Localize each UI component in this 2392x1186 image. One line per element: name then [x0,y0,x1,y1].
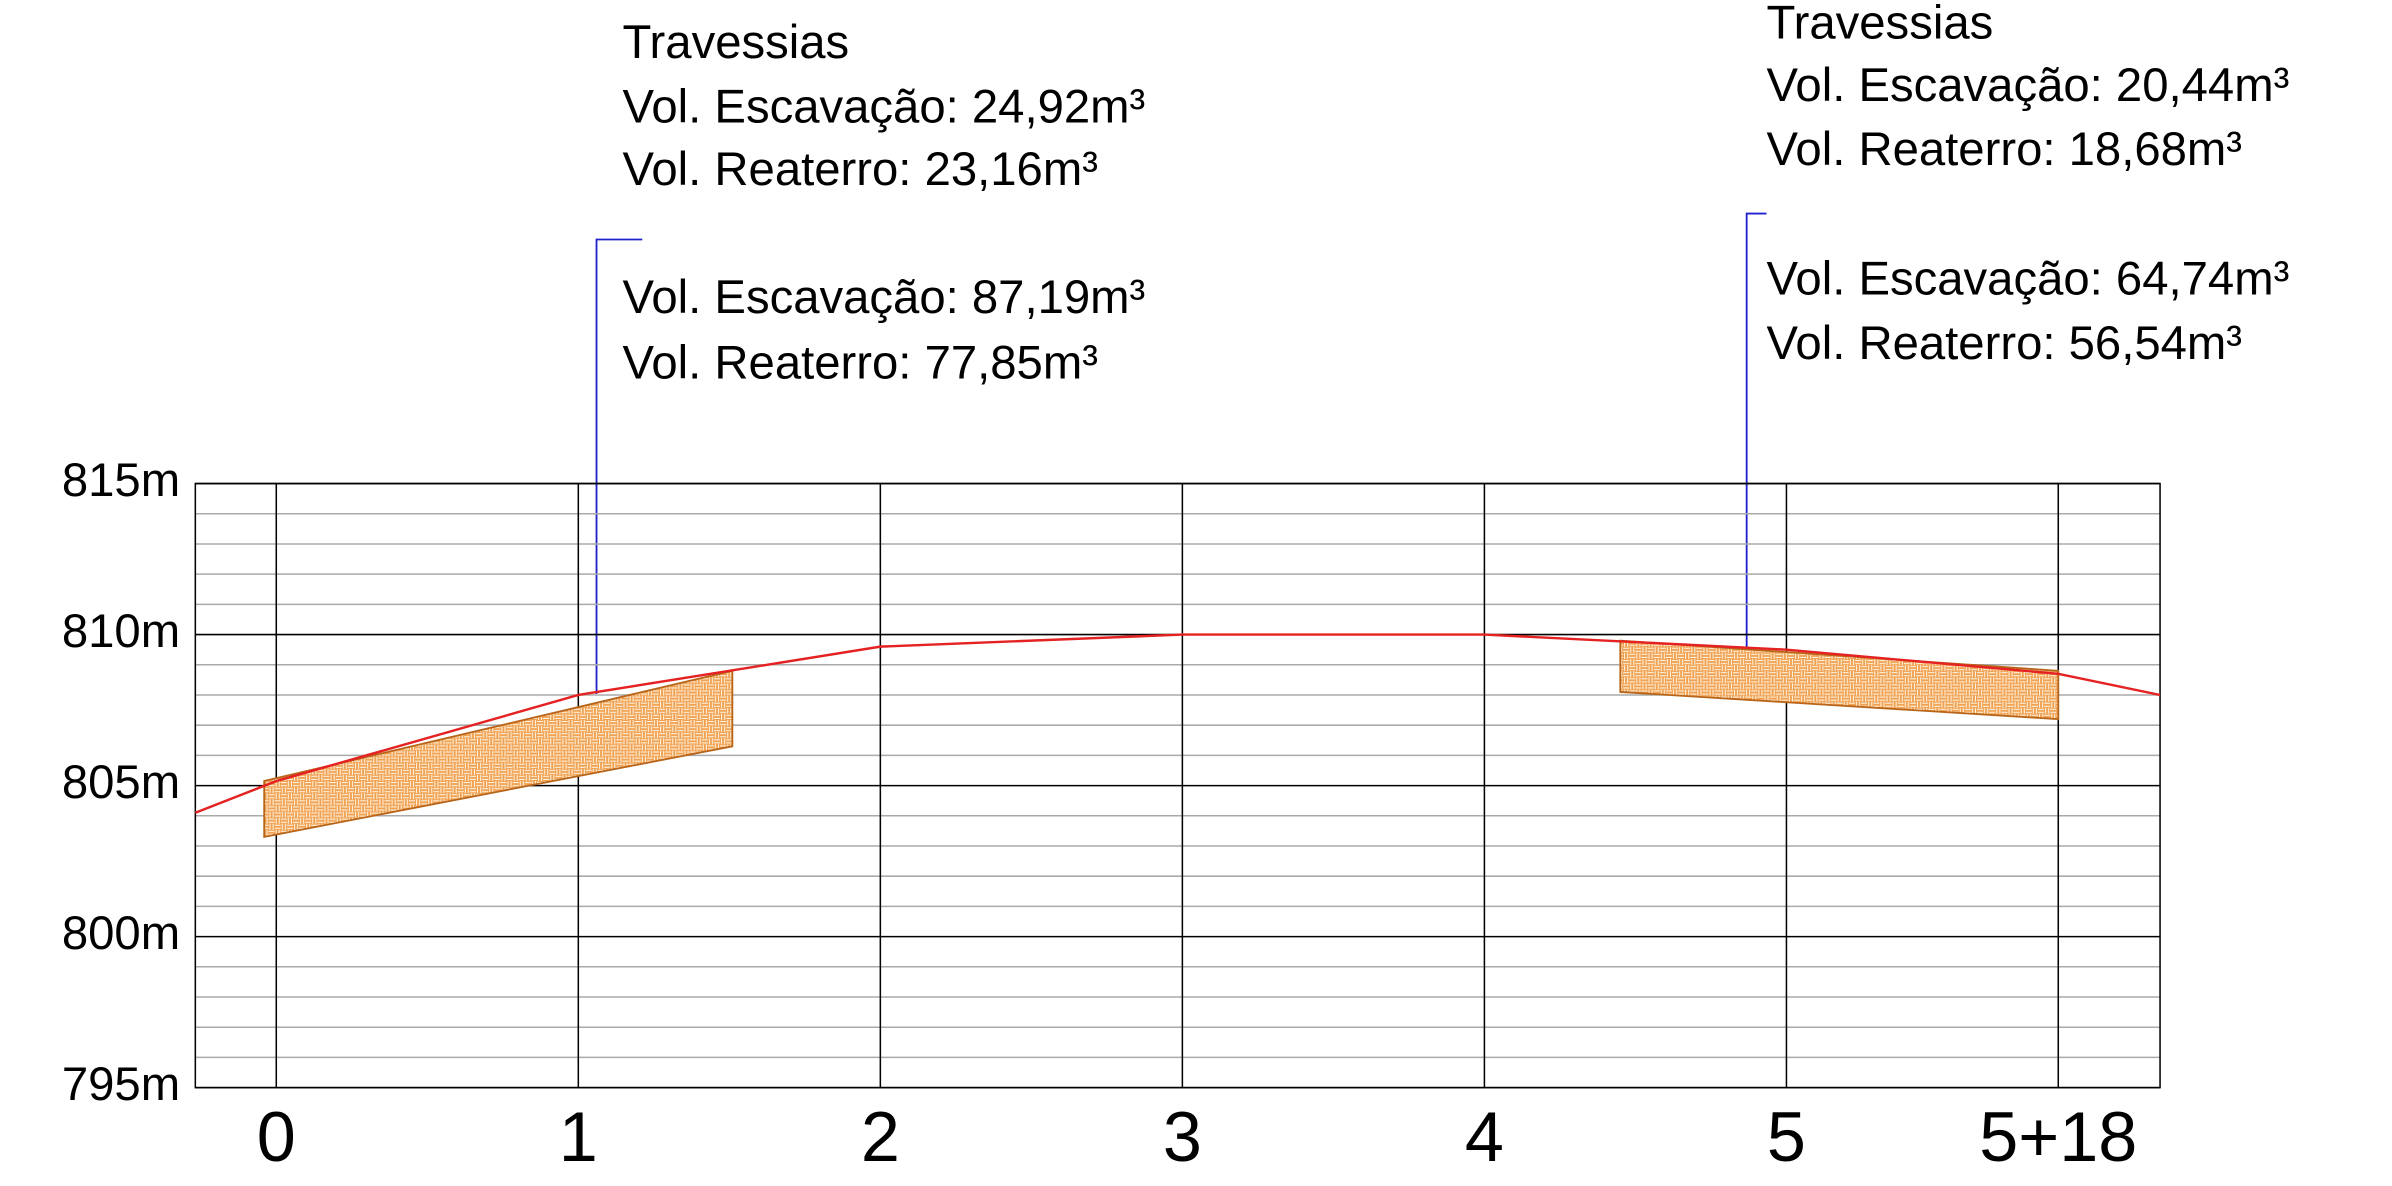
x-tick-label: 2 [861,1097,900,1176]
annotation: Vol. Escavação: 64,74m³ [1767,253,2290,306]
x-tick-label: 3 [1163,1097,1202,1176]
leader-line [595,212,1767,695]
annotation: Vol. Reaterro: 23,16m³ [622,143,1098,196]
plot-frame [194,482,2161,1089]
excavation-area [1619,639,2060,721]
y-tick-label: 815m [62,454,180,507]
y-tick-label: 795m [62,1058,180,1111]
y-tick-label: 810m [62,605,180,658]
annotation: Vol. Reaterro: 18,68m³ [1767,123,2243,176]
annotation: Vol. Reaterro: 77,85m³ [622,337,1098,390]
annotation: Vol. Escavação: 24,92m³ [622,80,1145,133]
annotation: Vol. Escavação: 87,19m³ [622,271,1145,324]
x-tick-label: 4 [1465,1097,1504,1176]
x-tick-label: 1 [559,1097,598,1176]
x-tick-label: 0 [257,1097,296,1176]
x-tick-label: 5+18 [1979,1097,2137,1176]
excavation-area [263,669,734,839]
annotation: Travessias [1767,0,1994,49]
annotation: Vol. Escavação: 20,44m³ [1767,59,2290,112]
annotation: Vol. Reaterro: 56,54m³ [1767,317,2243,370]
annotation: Travessias [622,16,849,69]
x-tick-label: 5 [1767,1097,1806,1176]
terrain-line [194,633,2161,814]
y-tick-label: 805m [62,756,180,809]
y-tick-label: 800m [62,907,180,960]
